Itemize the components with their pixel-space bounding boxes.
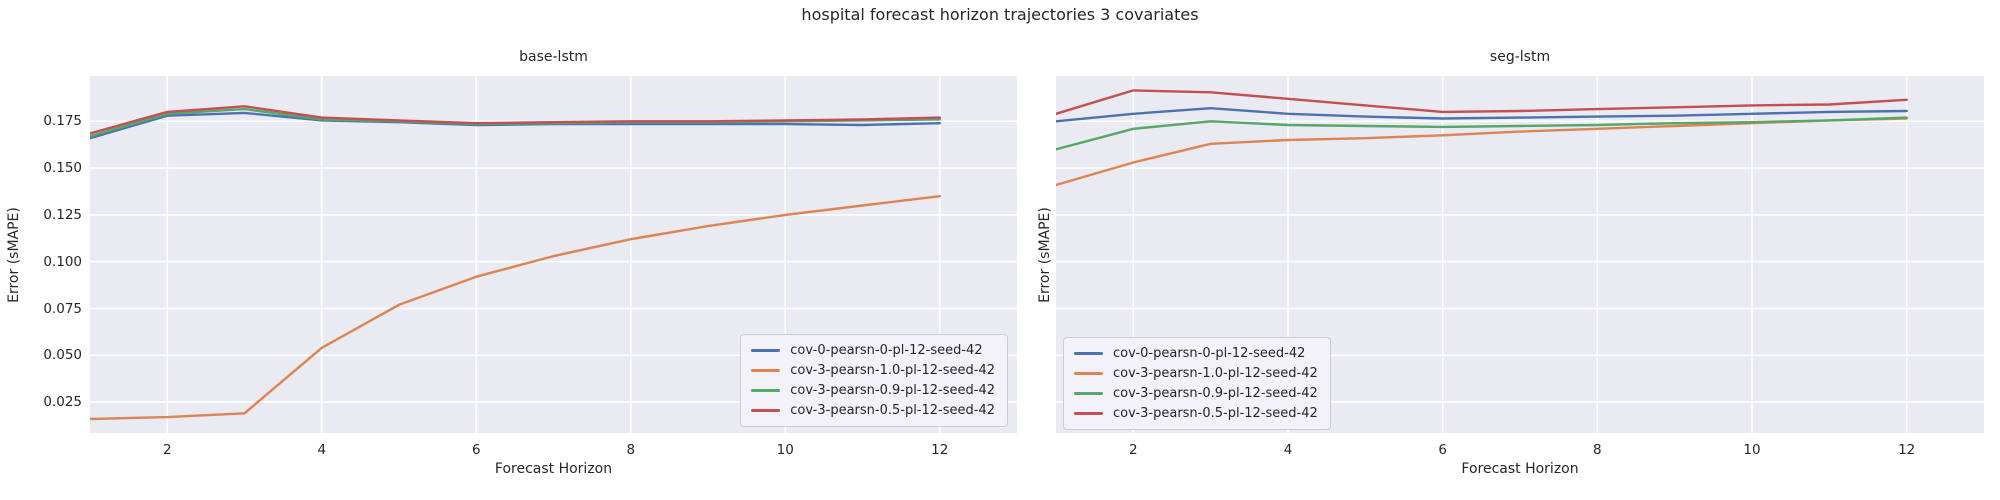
legend-line-swatch — [751, 409, 781, 412]
x-tick-label: 2 — [162, 442, 172, 458]
legend-label: cov-3-pearsn-0.9-pl-12-seed-42 — [1113, 386, 1318, 401]
x-tick-label: 10 — [776, 442, 794, 458]
series-line-cov-3-pearsn-1.0-pl-12-seed-42 — [1056, 117, 1908, 187]
series-line-cov-3-pearsn-0.5-pl-12-seed-42 — [90, 105, 941, 135]
subplot-base-lstm: base-lstm Error (sMAPE) cov-0-pearsn-0-p… — [6, 49, 1017, 477]
legend-entry: cov-3-pearsn-0.9-pl-12-seed-42 — [751, 382, 995, 399]
y-axis-label: Error (sMAPE) — [1037, 206, 1053, 303]
subplot-seg-lstm: seg-lstm Error (sMAPE) cov-0-pearsn-0-pl… — [1037, 49, 1984, 477]
chart-canvas — [90, 76, 1017, 433]
legend-entry: cov-3-pearsn-1.0-pl-12-seed-42 — [751, 362, 995, 379]
series-line-cov-3-pearsn-1.0-pl-12-seed-42 — [90, 194, 941, 421]
series-line-cov-3-pearsn-0.5-pl-12-seed-42 — [1056, 89, 1908, 115]
legend-label: cov-3-pearsn-0.9-pl-12-seed-42 — [790, 383, 995, 398]
legend-entry: cov-3-pearsn-0.5-pl-12-seed-42 — [1074, 405, 1318, 422]
legend-label: cov-0-pearsn-0-pl-12-seed-42 — [1113, 346, 1306, 361]
legend-line-swatch — [1074, 392, 1103, 395]
plot-area: cov-0-pearsn-0-pl-12-seed-42 cov-3-pearsn… — [1056, 76, 1984, 433]
y-tick-label: 0.125 — [43, 206, 82, 223]
legend-line-swatch — [751, 369, 781, 372]
legend-entry: cov-0-pearsn-0-pl-12-seed-42 — [1074, 345, 1318, 362]
y-tick-label: 0.175 — [43, 113, 82, 130]
figure-title: hospital forecast horizon trajectories 3… — [801, 5, 1199, 24]
x-axis-label: Forecast Horizon — [494, 461, 613, 477]
x-tick-label: 6 — [1438, 442, 1447, 458]
legend-label: cov-3-pearsn-1.0-pl-12-seed-42 — [1113, 366, 1318, 381]
y-tick-label: 0.025 — [43, 394, 82, 411]
axes-title: base-lstm — [519, 49, 588, 65]
y-tick-label: 0.150 — [43, 160, 82, 177]
legend: cov-0-pearsn-0-pl-12-seed-42 cov-3-pearsn… — [1063, 337, 1331, 430]
series-line-cov-0-pearsn-0-pl-12-seed-42 — [1056, 107, 1908, 123]
legend-label: cov-0-pearsn-0-pl-12-seed-42 — [790, 343, 983, 358]
x-tick-label: 10 — [1743, 442, 1761, 458]
x-tick-label: 8 — [626, 442, 636, 458]
x-tick-label: 8 — [1593, 442, 1602, 458]
x-tick-label: 12 — [931, 442, 949, 458]
y-axis-label: Error (sMAPE) — [6, 206, 22, 303]
x-tick-label: 12 — [1898, 442, 1916, 458]
series-line-cov-0-pearsn-0-pl-12-seed-42 — [90, 111, 941, 140]
legend-line-swatch — [1074, 412, 1103, 415]
x-tick-label: 6 — [471, 442, 481, 458]
axes-title: seg-lstm — [1489, 49, 1551, 65]
legend-label: cov-3-pearsn-0.5-pl-12-seed-42 — [790, 403, 995, 418]
legend-label: cov-3-pearsn-0.5-pl-12-seed-42 — [1113, 406, 1318, 421]
legend-label: cov-3-pearsn-1.0-pl-12-seed-42 — [790, 363, 995, 378]
x-tick-label: 4 — [1283, 442, 1293, 458]
x-tick-label: 4 — [317, 442, 327, 458]
plot-area: cov-0-pearsn-0-pl-12-seed-42 cov-3-pearsn… — [90, 76, 1017, 433]
legend-entry: cov-3-pearsn-0.5-pl-12-seed-42 — [751, 402, 995, 419]
legend-entry: cov-0-pearsn-0-pl-12-seed-42 — [751, 342, 995, 359]
y-tick-label: 0.050 — [43, 347, 82, 364]
legend-line-swatch — [1074, 352, 1103, 355]
legend-line-swatch — [1074, 372, 1103, 375]
legend-entry: cov-3-pearsn-1.0-pl-12-seed-42 — [1074, 365, 1318, 382]
x-axis-label: Forecast Horizon — [1461, 461, 1579, 477]
legend-line-swatch — [751, 389, 781, 392]
series-line-cov-3-pearsn-0.9-pl-12-seed-42 — [1056, 116, 1908, 151]
legend: cov-0-pearsn-0-pl-12-seed-42 cov-3-pearsn… — [740, 334, 1008, 427]
legend-entry: cov-3-pearsn-0.9-pl-12-seed-42 — [1074, 385, 1318, 402]
y-tick-label: 0.075 — [43, 300, 82, 317]
legend-line-swatch — [751, 349, 781, 352]
y-tick-label: 0.100 — [43, 253, 82, 270]
x-tick-label: 2 — [1129, 442, 1138, 458]
